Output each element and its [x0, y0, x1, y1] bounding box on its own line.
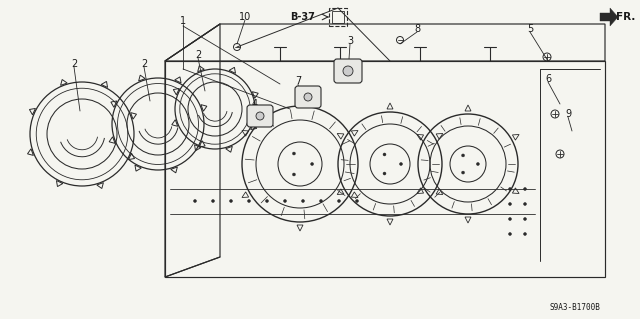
Text: 7: 7 — [295, 76, 301, 86]
Circle shape — [284, 199, 287, 203]
Text: 5: 5 — [527, 24, 533, 34]
Circle shape — [524, 218, 527, 220]
Text: 2: 2 — [71, 59, 77, 69]
Circle shape — [524, 188, 527, 190]
Bar — [329, 8, 347, 26]
Text: S9A3-B1700B: S9A3-B1700B — [550, 302, 600, 311]
Circle shape — [524, 233, 527, 235]
Circle shape — [319, 199, 323, 203]
Circle shape — [461, 154, 465, 157]
Circle shape — [310, 162, 314, 166]
Circle shape — [509, 203, 511, 205]
Circle shape — [399, 162, 403, 166]
Circle shape — [509, 233, 511, 235]
Circle shape — [211, 199, 214, 203]
Circle shape — [301, 199, 305, 203]
Text: 2: 2 — [141, 59, 147, 69]
Circle shape — [343, 66, 353, 76]
Text: B-37: B-37 — [290, 12, 315, 22]
Circle shape — [292, 173, 296, 176]
Circle shape — [383, 172, 386, 175]
Circle shape — [355, 199, 358, 203]
FancyBboxPatch shape — [334, 59, 362, 83]
FancyBboxPatch shape — [247, 105, 273, 127]
Circle shape — [509, 188, 511, 190]
Bar — [332, 11, 344, 23]
Circle shape — [193, 199, 196, 203]
Circle shape — [256, 112, 264, 120]
FancyBboxPatch shape — [295, 86, 321, 108]
Circle shape — [383, 153, 386, 156]
Circle shape — [476, 162, 479, 166]
Text: 10: 10 — [239, 12, 251, 22]
Polygon shape — [600, 8, 618, 26]
Text: 1: 1 — [180, 16, 186, 26]
Circle shape — [248, 199, 250, 203]
Circle shape — [266, 199, 269, 203]
Circle shape — [230, 199, 232, 203]
Text: 4: 4 — [252, 99, 258, 109]
Text: 9: 9 — [565, 109, 571, 119]
Text: o: o — [346, 69, 349, 73]
Circle shape — [524, 203, 527, 205]
Circle shape — [337, 199, 340, 203]
Text: 8: 8 — [414, 24, 420, 34]
Circle shape — [304, 93, 312, 101]
Text: 6: 6 — [545, 74, 551, 84]
Circle shape — [509, 218, 511, 220]
Circle shape — [292, 152, 296, 155]
Text: 2: 2 — [195, 50, 201, 60]
Text: 3: 3 — [347, 36, 353, 46]
Text: FR.: FR. — [616, 12, 636, 22]
Circle shape — [461, 171, 465, 174]
